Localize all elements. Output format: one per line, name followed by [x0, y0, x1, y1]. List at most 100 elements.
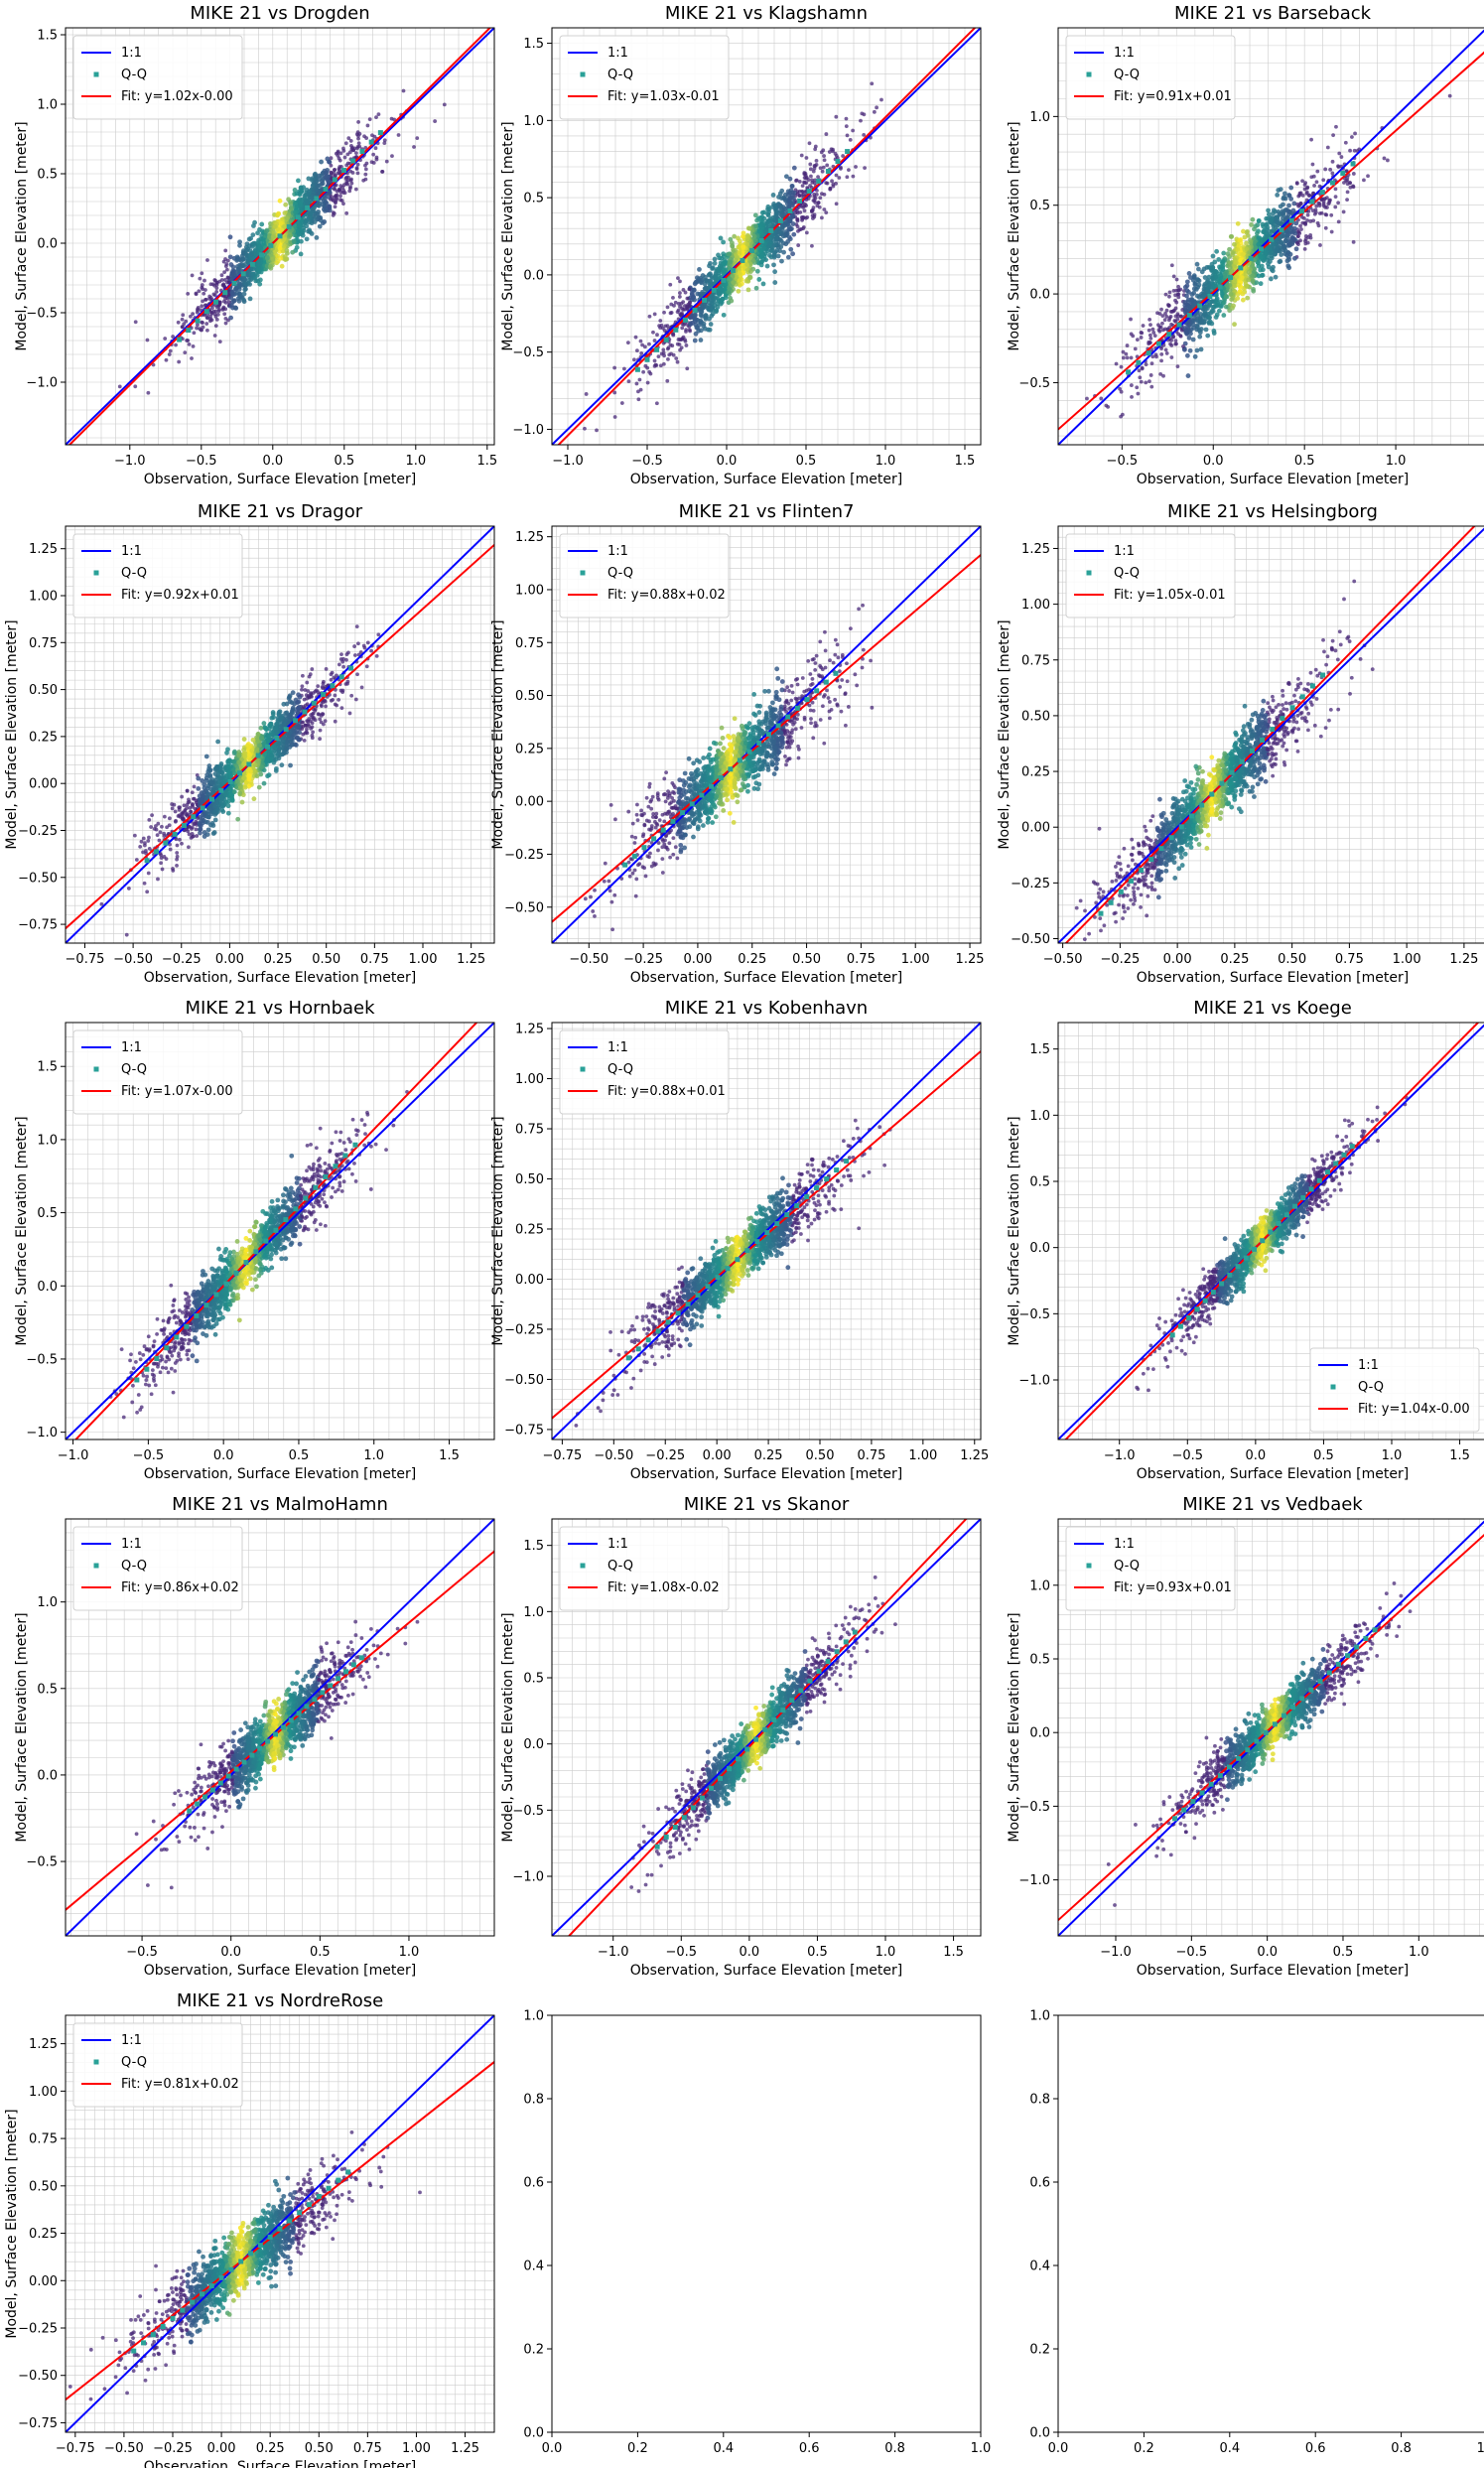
scatter-point	[612, 390, 617, 395]
scatter-point	[661, 326, 665, 331]
x-tick-label: 0.0	[262, 454, 283, 469]
scatter-point	[740, 233, 745, 239]
scatter-point	[336, 150, 340, 155]
scatter-point	[771, 253, 777, 258]
scatter-point	[1382, 156, 1387, 161]
scatter-point	[804, 176, 808, 181]
scatter-point	[261, 239, 267, 245]
qq-marker	[1217, 284, 1223, 290]
scatter-point	[365, 640, 370, 645]
scatter-point	[799, 153, 804, 158]
scatter-point	[263, 228, 269, 234]
scatter-point	[698, 309, 704, 315]
y-tick-label: 1.0	[1029, 110, 1050, 125]
scatter-point	[839, 165, 843, 170]
scatter-point	[227, 254, 233, 260]
scatter-point	[1201, 266, 1207, 272]
scatter-point	[811, 216, 815, 220]
scatter-point	[337, 156, 341, 161]
qq-marker	[222, 290, 228, 296]
scatter-point	[1220, 267, 1226, 272]
scatter-point	[1162, 318, 1167, 323]
x-tick-label: 1.0	[405, 454, 426, 469]
scatter-point	[253, 247, 258, 252]
scatter-point	[1210, 253, 1216, 259]
scatter-point	[259, 233, 265, 238]
qq-marker	[1136, 359, 1142, 365]
scatter-point	[157, 838, 162, 843]
qq-marker	[1176, 322, 1182, 328]
scatter-point	[255, 278, 261, 284]
scatter-point	[1125, 343, 1130, 347]
scatter-point	[680, 326, 685, 331]
scatter-point	[1339, 155, 1344, 159]
scatter-point	[795, 192, 800, 197]
scatter-point	[822, 154, 826, 158]
qq-marker	[777, 217, 783, 223]
scatter-point	[303, 217, 309, 223]
scatter-point	[1227, 265, 1233, 270]
scatter-point	[301, 185, 307, 191]
scatter-point	[337, 165, 342, 169]
scatter-point	[1138, 375, 1143, 380]
scatter-point	[1224, 283, 1230, 289]
scatter-point	[1281, 202, 1285, 207]
scatter-point	[828, 187, 833, 192]
scatter-point	[1312, 183, 1316, 188]
qq-marker	[1288, 217, 1294, 223]
scatter-point	[1157, 312, 1162, 316]
scatter-point	[665, 378, 670, 383]
y-tick-label: 0.0	[523, 268, 544, 283]
scatter-point	[224, 262, 229, 266]
scatter-point	[1204, 279, 1210, 285]
scatter-point	[279, 762, 285, 768]
scatter-point	[1323, 167, 1328, 172]
scatter-point	[195, 326, 199, 331]
scatter-point	[1267, 246, 1273, 252]
scatter-point	[265, 254, 270, 260]
scatter-point	[1220, 263, 1226, 268]
scatter-point	[825, 163, 830, 168]
scatter-point	[356, 136, 360, 141]
scatter-point	[298, 238, 304, 244]
scatter-point	[223, 321, 228, 326]
scatter-point	[712, 260, 718, 266]
plot-area	[66, 28, 494, 445]
scatter-point	[797, 180, 802, 184]
scatter-point	[1199, 320, 1205, 326]
scatter-point	[354, 166, 359, 171]
scatter-point	[1351, 172, 1356, 176]
scatter-point	[787, 190, 793, 196]
scatter-point	[641, 369, 646, 374]
scatter-point	[681, 300, 686, 305]
scatter-point	[834, 173, 839, 178]
scatter-point	[1236, 282, 1242, 288]
scatter-point	[307, 189, 312, 195]
scatter-point	[279, 227, 285, 232]
scatter-point	[1188, 331, 1193, 337]
scatter-point	[205, 258, 209, 262]
scatter-point	[1352, 148, 1357, 153]
scatter-point	[1189, 299, 1194, 305]
scatter-point	[154, 824, 158, 828]
scatter-point	[117, 384, 122, 389]
scatter-point	[643, 363, 648, 368]
scatter-point	[1246, 277, 1252, 283]
scatter-point	[663, 324, 668, 329]
scatter-point	[214, 317, 219, 322]
scatter-point	[1237, 237, 1243, 243]
scatter-point	[1240, 251, 1246, 257]
scatter-point	[1163, 347, 1168, 352]
scatter-point	[1164, 351, 1169, 355]
scatter-point	[228, 315, 233, 321]
scatter-point	[1345, 178, 1350, 183]
qq-marker	[1258, 246, 1264, 252]
scatter-point	[727, 251, 733, 257]
scatter-point	[744, 236, 750, 242]
scatter-point	[1286, 193, 1292, 199]
scatter-point	[1214, 248, 1220, 254]
scatter-point	[1099, 396, 1104, 401]
scatter-point	[341, 146, 345, 151]
legend-one-to-one-label: 1:1	[121, 46, 142, 61]
scatter-point	[212, 817, 218, 823]
